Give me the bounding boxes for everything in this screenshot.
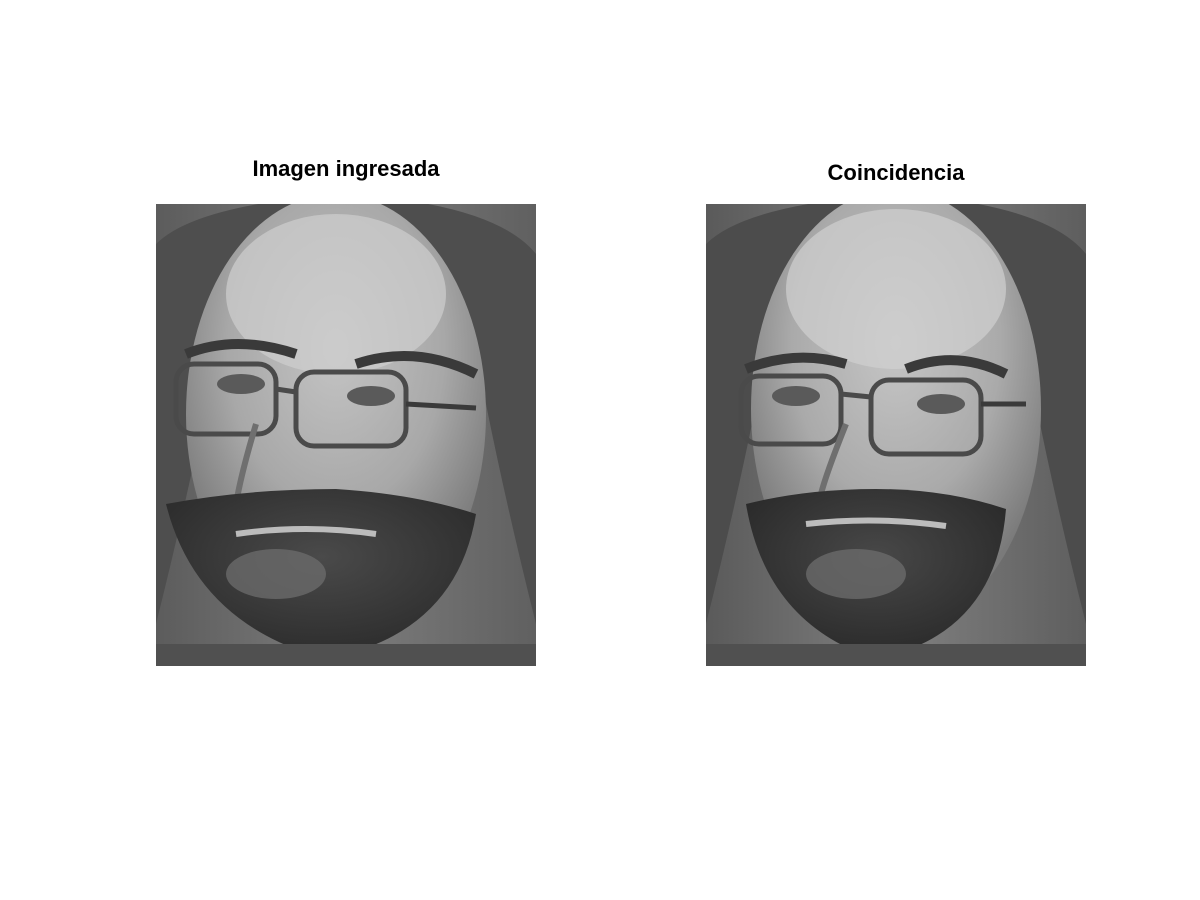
input-image-title: Imagen ingresada <box>252 156 440 181</box>
input-face-photo <box>156 204 536 666</box>
match-face-photo <box>706 204 1086 666</box>
match-image-title: Coincidencia <box>827 160 965 185</box>
